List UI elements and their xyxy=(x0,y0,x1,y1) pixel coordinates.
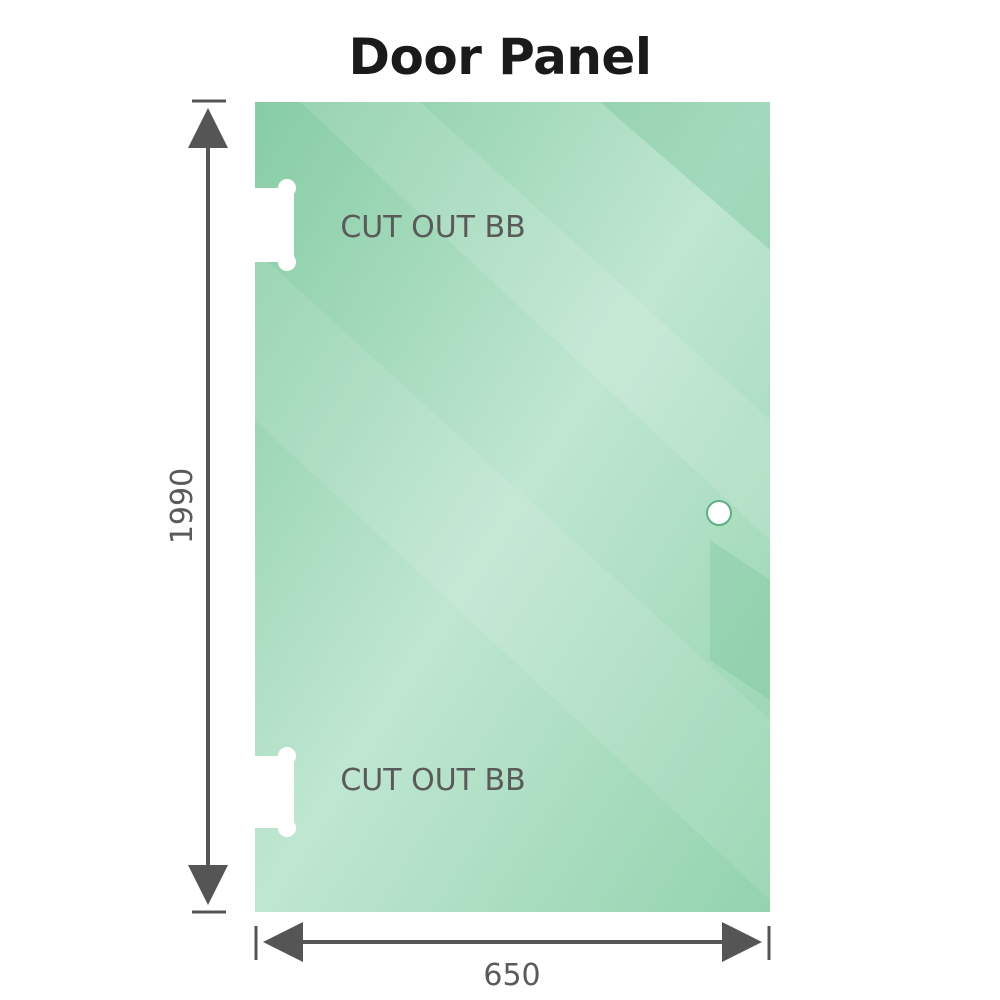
cutout-label-bottom: CUT OUT BB xyxy=(340,763,525,798)
cutout-bottom xyxy=(252,747,296,837)
height-dimension: 1990 xyxy=(165,99,228,914)
diagram-title: Door Panel xyxy=(348,28,652,86)
width-dimension: 650 xyxy=(254,922,771,993)
height-label: 1990 xyxy=(165,468,200,544)
glass-reflection xyxy=(255,250,770,900)
glass-shade xyxy=(710,540,770,700)
cutout-top xyxy=(252,179,296,271)
glass-reflection xyxy=(300,102,770,540)
width-label: 650 xyxy=(483,958,540,993)
cutout-label-top: CUT OUT BB xyxy=(340,210,525,245)
glass-shade xyxy=(600,102,770,250)
handle-hole xyxy=(706,500,732,526)
glass-panel xyxy=(255,102,770,912)
